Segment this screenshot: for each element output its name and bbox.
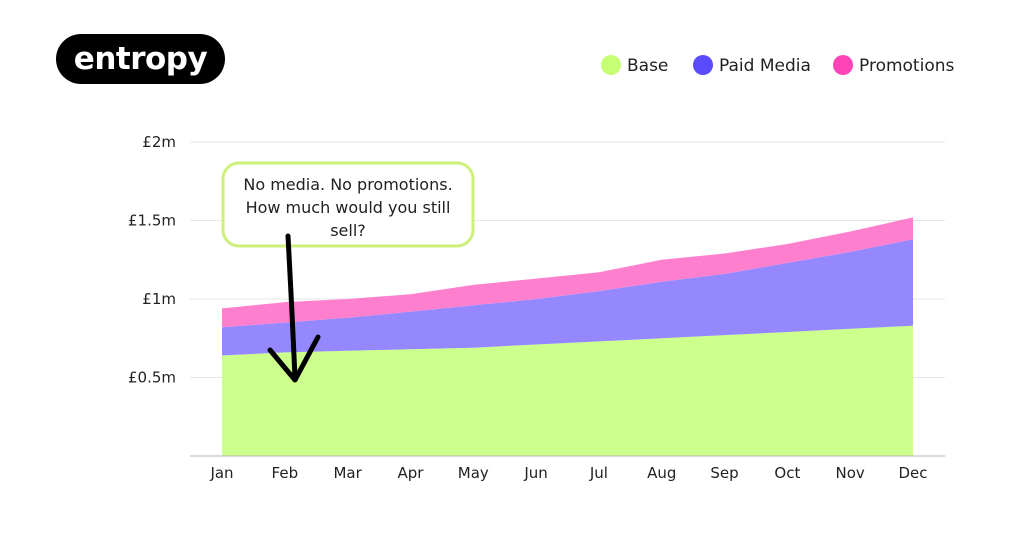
- x-tick-label: Sep: [710, 464, 738, 482]
- x-tick-label: Jun: [523, 464, 547, 482]
- callout-line-3: sell?: [330, 221, 366, 240]
- legend: Base Paid Media Promotions: [601, 55, 954, 76]
- x-tick-label: Aug: [647, 464, 676, 482]
- legend-swatch-paid-media: [693, 55, 713, 75]
- callout-box: [221, 161, 475, 248]
- y-axis-ticks: £0.5m £1m £1.5m £2m: [128, 133, 176, 387]
- x-tick-label: Mar: [333, 464, 362, 482]
- entropy-logo: entropy: [56, 34, 225, 84]
- y-tick-label: £2m: [142, 133, 176, 151]
- series-areas: [222, 217, 913, 456]
- legend-swatch-base: [601, 55, 621, 75]
- x-tick-label: Nov: [836, 464, 865, 482]
- y-tick-label: £1.5m: [128, 212, 176, 230]
- y-tick-label: £1m: [142, 290, 176, 308]
- annotation-arrow: [267, 233, 321, 383]
- x-tick-label: Dec: [898, 464, 927, 482]
- area-base: [222, 325, 913, 456]
- area-promotions: [222, 217, 913, 328]
- callout-line-2: How much would you still: [246, 198, 451, 217]
- x-tick-label: Apr: [397, 464, 424, 482]
- x-tick-label: Feb: [272, 464, 299, 482]
- x-tick-label: Oct: [774, 464, 800, 482]
- legend-swatch-promotions: [833, 55, 853, 75]
- legend-label-promotions: Promotions: [859, 56, 954, 76]
- x-tick-label: May: [458, 464, 489, 482]
- x-axis-ticks: Jan Feb Mar Apr May Jun Jul Aug Sep Oct Nov Dec: [209, 464, 927, 482]
- annotation-callout: No media. No promotions. How much would …: [221, 161, 475, 383]
- legend-label-base: Base: [627, 56, 668, 76]
- x-tick-label: Jan: [209, 464, 233, 482]
- x-tick-label: Jul: [589, 464, 608, 482]
- area-paid-media: [222, 239, 913, 356]
- legend-label-paid-media: Paid Media: [719, 56, 811, 76]
- callout-line-1: No media. No promotions.: [243, 175, 452, 194]
- y-tick-label: £0.5m: [128, 369, 176, 387]
